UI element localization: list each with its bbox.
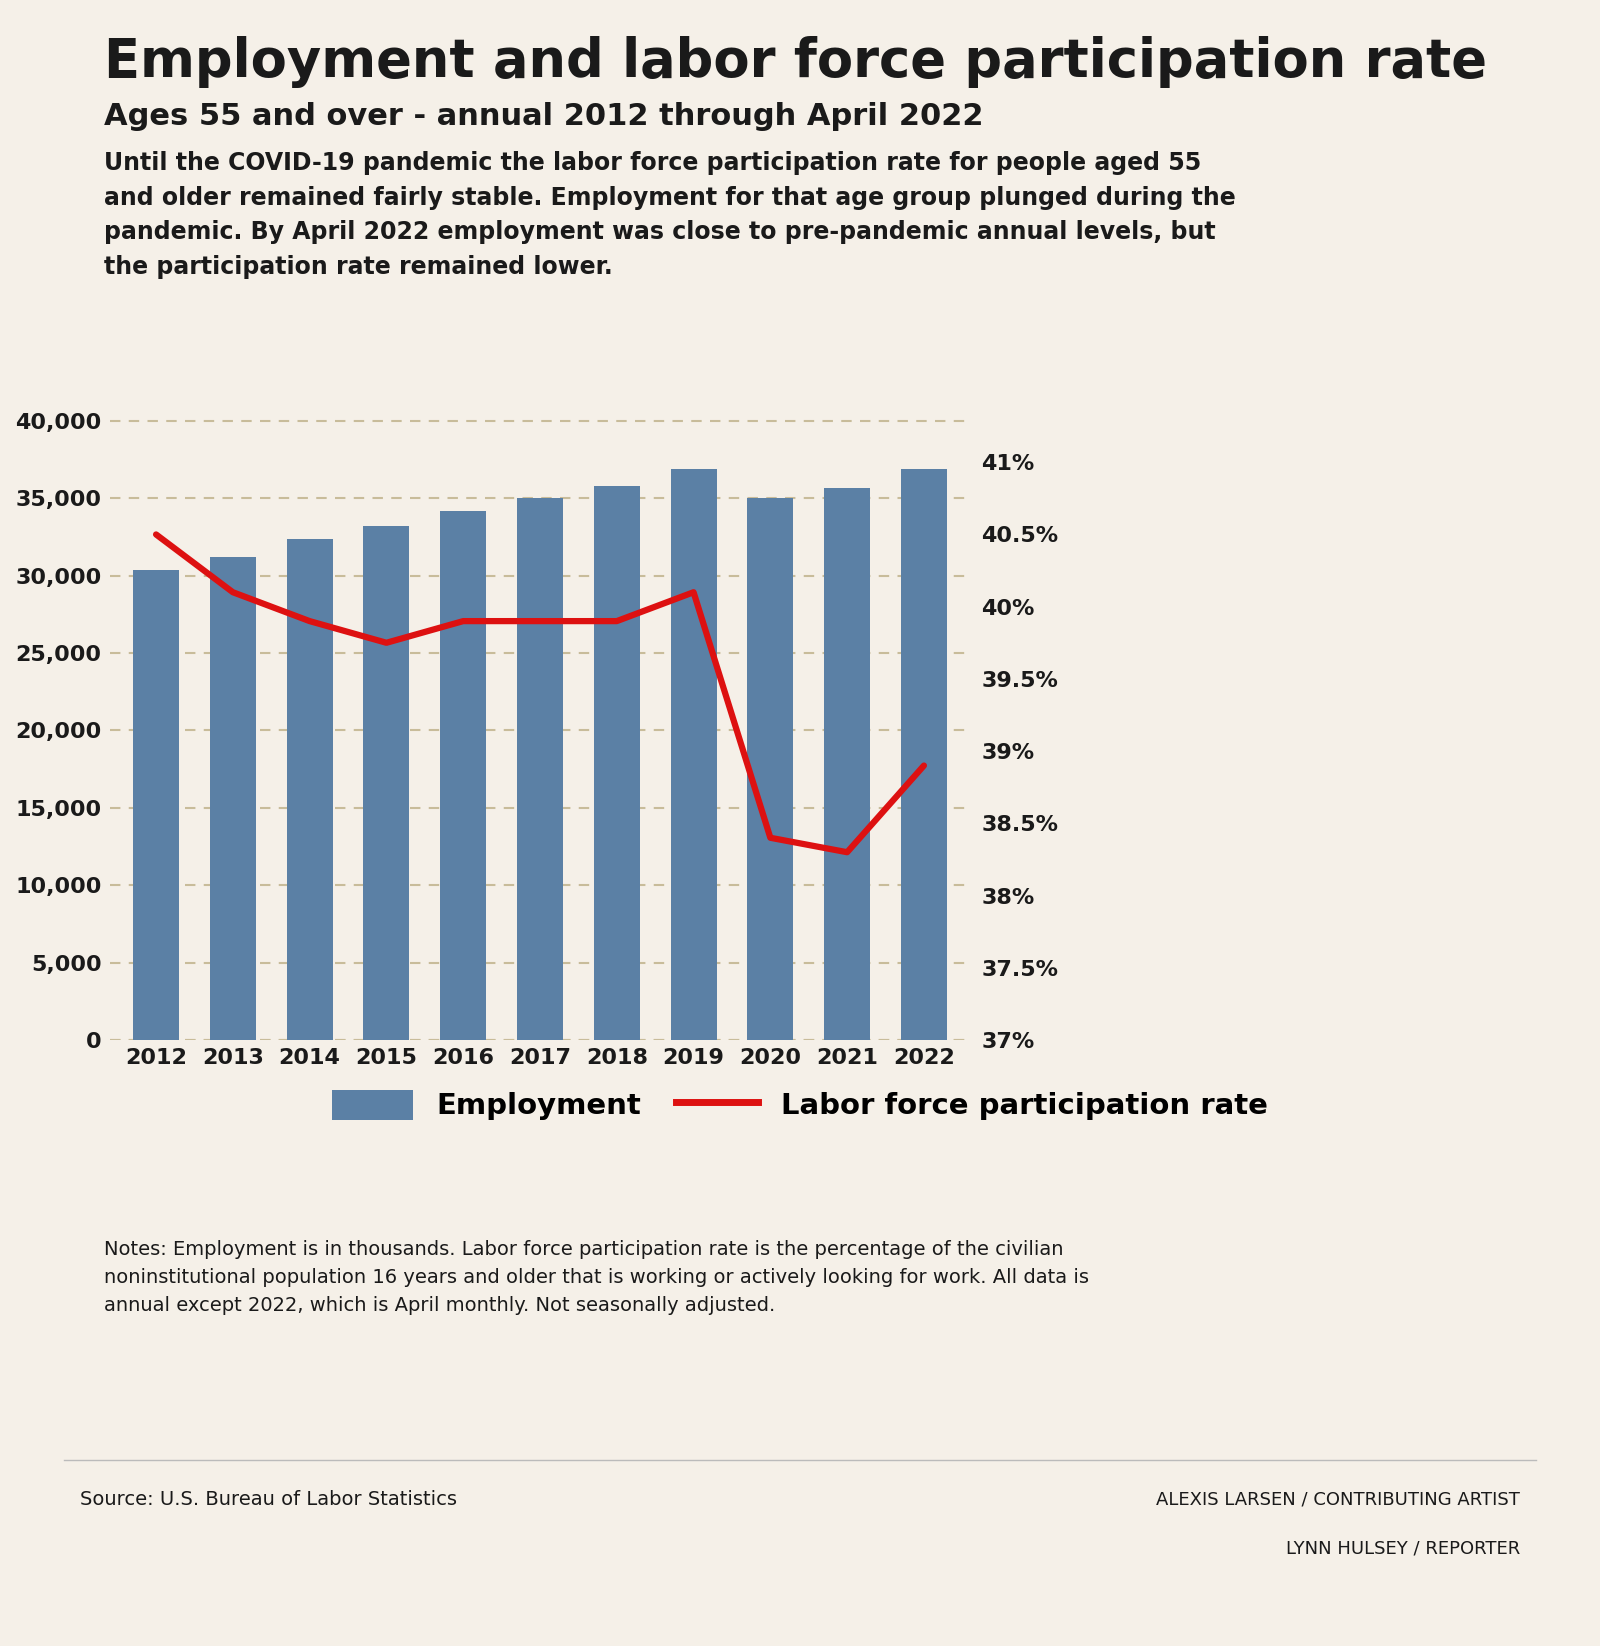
Text: Until the COVID-19 pandemic the labor force participation rate for people aged 5: Until the COVID-19 pandemic the labor fo…: [104, 151, 1235, 278]
Text: ALEXIS LARSEN / CONTRIBUTING ARTIST: ALEXIS LARSEN / CONTRIBUTING ARTIST: [1157, 1490, 1520, 1508]
Bar: [824, 487, 870, 1040]
Bar: [133, 570, 179, 1040]
Bar: [286, 538, 333, 1040]
Text: Source: U.S. Bureau of Labor Statistics: Source: U.S. Bureau of Labor Statistics: [80, 1490, 458, 1509]
Bar: [517, 499, 563, 1040]
Bar: [747, 499, 794, 1040]
Bar: [901, 469, 947, 1040]
Text: Ages 55 and over - annual 2012 through April 2022: Ages 55 and over - annual 2012 through A…: [104, 102, 984, 132]
Text: Employment and labor force participation rate: Employment and labor force participation…: [104, 36, 1486, 89]
Legend: Employment, Labor force participation rate: Employment, Labor force participation ra…: [331, 1090, 1269, 1121]
Bar: [210, 556, 256, 1040]
Bar: [594, 486, 640, 1040]
Text: LYNN HULSEY / REPORTER: LYNN HULSEY / REPORTER: [1286, 1539, 1520, 1557]
Bar: [670, 469, 717, 1040]
Text: Notes: Employment is in thousands. Labor force participation rate is the percent: Notes: Employment is in thousands. Labor…: [104, 1239, 1090, 1315]
Bar: [440, 510, 486, 1040]
Bar: [363, 527, 410, 1040]
